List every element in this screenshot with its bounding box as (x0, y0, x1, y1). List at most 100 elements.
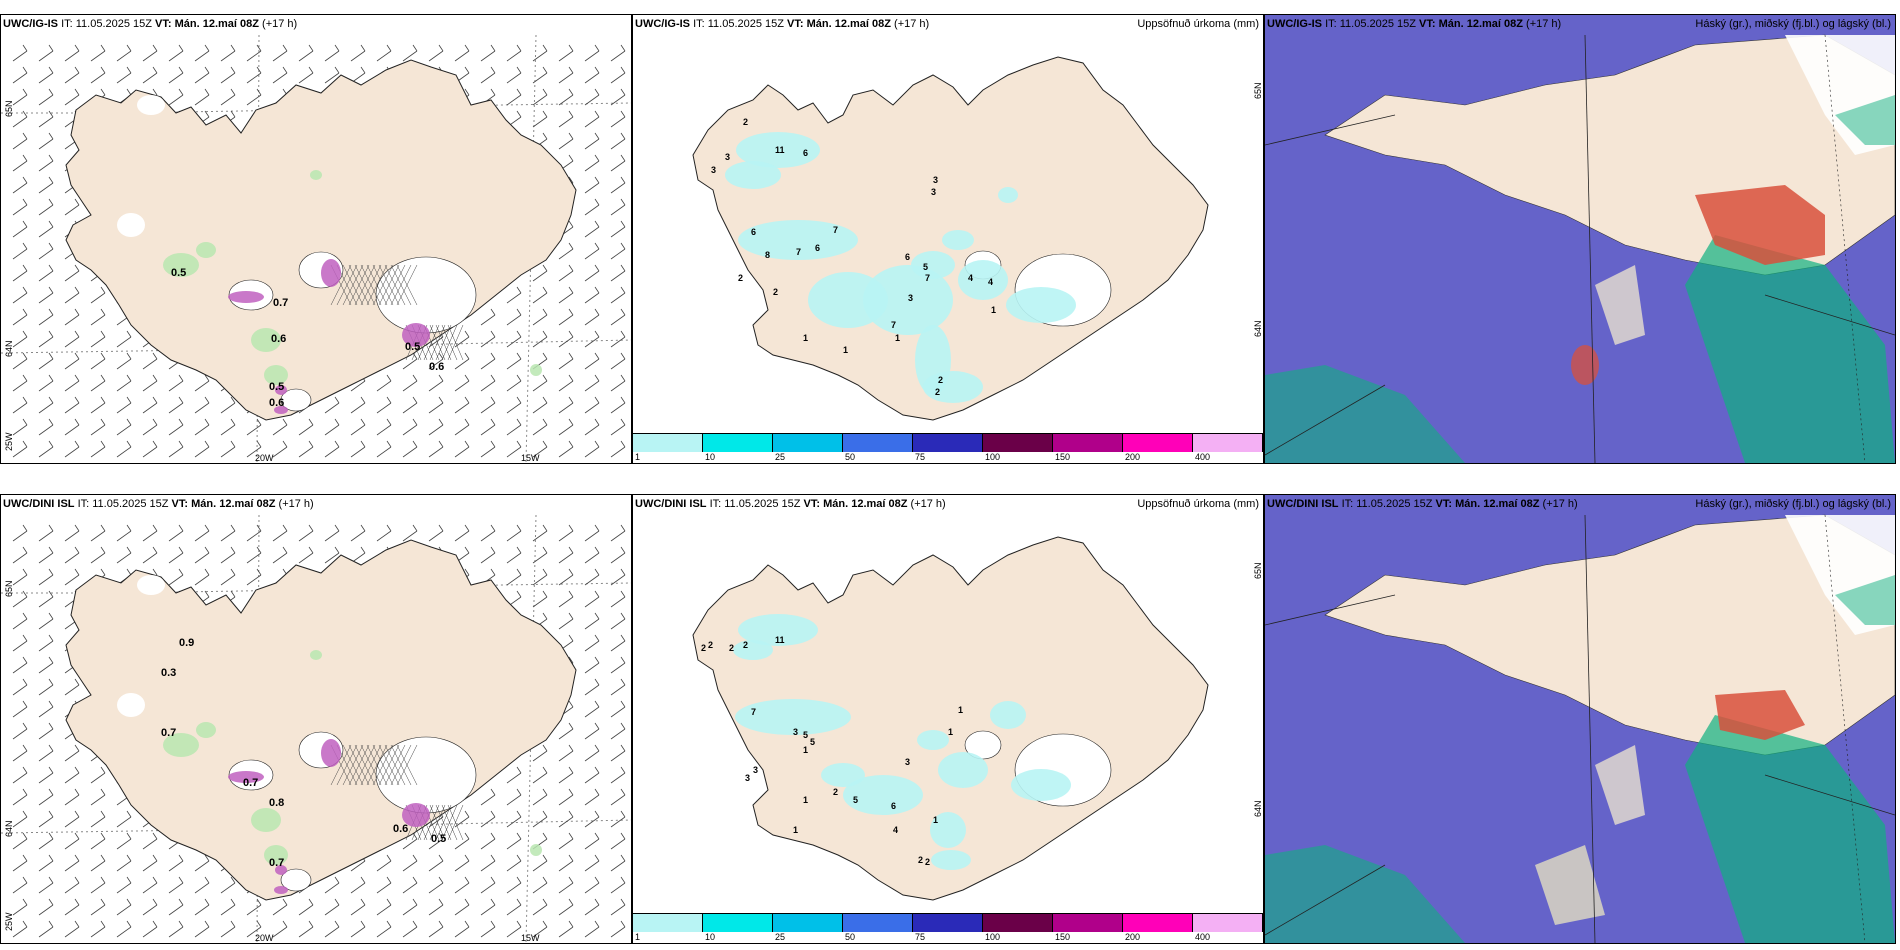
wind-barb (246, 898, 262, 916)
wind-barb (12, 132, 28, 150)
wind-barb (38, 286, 54, 304)
wind-barb (454, 440, 470, 458)
wind-barb (506, 418, 522, 436)
precip-value-label: 4 (988, 277, 994, 287)
wind-barb (12, 678, 28, 696)
wind-speed-label: 0.8 (269, 797, 285, 809)
wind-barb (584, 656, 600, 674)
colorbar-tick: 25 (775, 932, 786, 942)
precip-value-label: 3 (793, 727, 799, 737)
wind-barb (428, 352, 444, 370)
wind-barb (532, 854, 548, 872)
precip-colorbar-ticks: 1 10 25 50 75 100 150 200 400 (633, 932, 1263, 943)
wind-barb (168, 920, 184, 938)
wind-barb (506, 546, 522, 564)
precip-colorbar (633, 433, 1263, 453)
wind-barb (610, 612, 626, 630)
wind-barb (506, 286, 522, 304)
precip-area (1011, 769, 1071, 801)
purple-patch (274, 406, 288, 414)
wind-barb (584, 286, 600, 304)
wind-barb (194, 396, 210, 414)
wind-barb (428, 418, 444, 436)
glacier-patch (137, 575, 165, 595)
wind-barb (532, 810, 548, 828)
wind-barb (12, 832, 28, 850)
wind-barb (38, 590, 54, 608)
wind-barb (610, 744, 626, 762)
wind-barb (480, 546, 496, 564)
wind-barb (506, 766, 522, 784)
wind-barb (142, 440, 158, 458)
precip-map-bottom (692, 536, 1209, 901)
colorbar-tick: 50 (845, 932, 856, 942)
precip-value-label: 2 (833, 787, 839, 797)
wind-barb (116, 876, 132, 894)
precip-value-label: 6 (905, 252, 911, 262)
wind-speed-label: 0.6 (269, 397, 285, 409)
wind-barb (220, 546, 236, 564)
precip-value-label: 1 (793, 825, 799, 835)
wind-barb (298, 418, 314, 436)
wind-speed-label: 0.9 (179, 637, 195, 649)
wind-barb (558, 832, 574, 850)
precip-value-label: 4 (893, 825, 899, 835)
wind-barb (428, 44, 444, 62)
wind-barb (324, 418, 340, 436)
wind-barb (610, 374, 626, 392)
wind-barb (38, 612, 54, 630)
wind-barb (558, 440, 574, 458)
precip-value-label: 3 (745, 773, 751, 783)
wind-barb (558, 876, 574, 894)
wind-barb (168, 396, 184, 414)
wind-barb (350, 524, 366, 542)
colorbar-tick: 200 (1125, 932, 1141, 942)
wind-barb (532, 766, 548, 784)
wind-barb (584, 810, 600, 828)
precip-area (725, 161, 781, 189)
wind-barb (64, 330, 80, 348)
colorbar-tick: 10 (705, 452, 716, 462)
wind-barb (194, 418, 210, 436)
precip-value-label: 11 (775, 145, 785, 155)
mid-cloud-layer (1265, 845, 1465, 943)
wind-barb (532, 744, 548, 762)
wind-barb (272, 418, 288, 436)
wind-barb (610, 352, 626, 370)
precip-area (958, 260, 1008, 300)
precip-value-label: 3 (908, 293, 914, 303)
wind-barb (454, 524, 470, 542)
precip-value-label: 4 (968, 273, 974, 283)
precip-value-label: 3 (711, 165, 717, 175)
wind-barb (12, 898, 28, 916)
precip-value-label: 2 (743, 117, 749, 127)
projection-line (1265, 594, 1396, 626)
wind-barb (584, 568, 600, 586)
wind-barb (610, 700, 626, 718)
wind-barb (246, 568, 262, 586)
precip-area (738, 614, 818, 646)
wind-barb (64, 876, 80, 894)
wind-barb (220, 920, 236, 938)
wind-barb (324, 44, 340, 62)
wind-barb (246, 88, 262, 106)
lat-label-64: 64N (1253, 800, 1263, 817)
wind-barb (90, 418, 106, 436)
wind-barb (64, 898, 80, 916)
mid-cloud-layer (1265, 365, 1465, 463)
wind-barb (584, 110, 600, 128)
wind-barb (558, 374, 574, 392)
wind-barb (90, 876, 106, 894)
wind-barb (454, 330, 470, 348)
wind-barb (168, 66, 184, 84)
wind-barb (12, 700, 28, 718)
wind-barb (558, 88, 574, 106)
wind-barb (194, 920, 210, 938)
wind-barb (584, 876, 600, 894)
precip-value-label: 7 (833, 225, 839, 235)
wind-barb (220, 440, 236, 458)
wind-barb (376, 374, 392, 392)
wind-barb (584, 722, 600, 740)
wind-panel-top: UWC/IG-IS IT: 11.05.2025 15Z VT: Mán. 12… (0, 14, 632, 464)
wind-barb (532, 418, 548, 436)
